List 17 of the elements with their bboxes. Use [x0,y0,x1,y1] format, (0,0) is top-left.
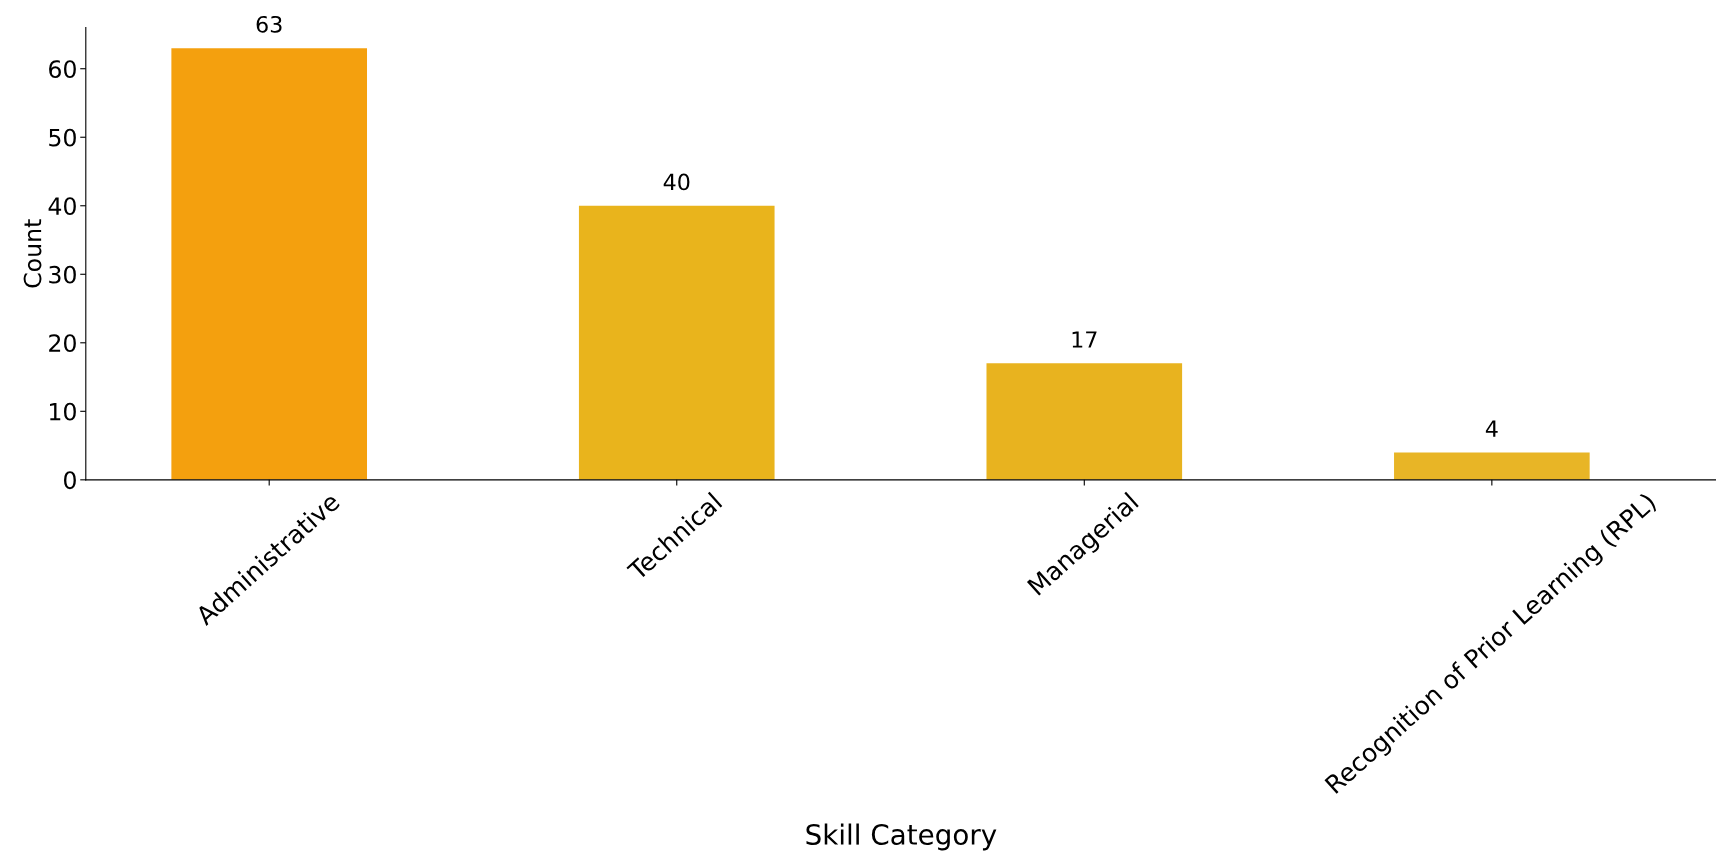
y-tick-label: 40 [48,197,76,216]
data-label: 40 [663,173,690,191]
bar [1394,452,1590,480]
y-tick-label: 60 [49,60,76,79]
y-tick-label: 10 [50,402,76,421]
bar [171,48,368,480]
y-axis-title: Count [23,219,42,288]
x-axis-title: Skill Category [806,823,997,851]
bar [578,205,775,480]
y-tick-label: 50 [49,128,76,147]
bar [986,363,1183,480]
y-tick-label: 20 [49,334,76,353]
y-tick-label: 0 [64,471,76,490]
y-tick-label: 30 [49,265,76,284]
data-label: 17 [1072,331,1097,348]
data-label: 63 [256,15,282,33]
data-label: 4 [1485,420,1498,437]
